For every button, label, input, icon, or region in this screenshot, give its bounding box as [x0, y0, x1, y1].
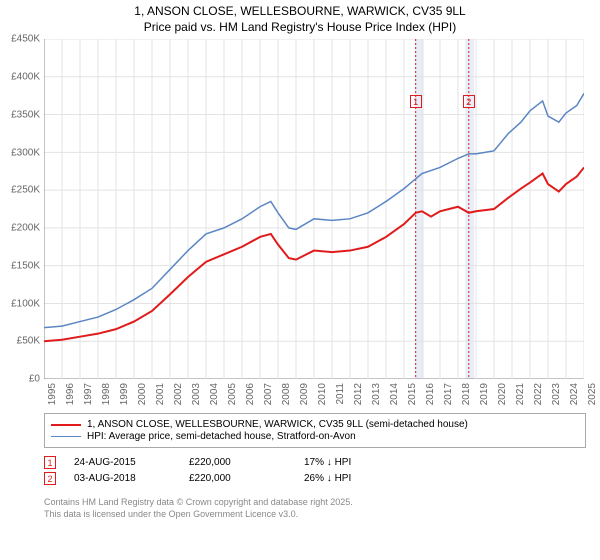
title-line-2: Price paid vs. HM Land Registry's House … [0, 20, 600, 36]
legend-item-price-paid: 1, ANSON CLOSE, WELLESBOURNE, WARWICK, C… [51, 419, 579, 430]
legend-swatch [51, 436, 81, 437]
sales-table: 1 24-AUG-2015 £220,000 17% ↓ HPI 2 03-AU… [44, 456, 586, 485]
sale-row: 2 03-AUG-2018 £220,000 26% ↓ HPI [44, 472, 586, 485]
sale-row: 1 24-AUG-2015 £220,000 17% ↓ HPI [44, 456, 586, 469]
sale-marker: 2 [44, 472, 56, 485]
sale-marker: 1 [44, 456, 56, 469]
sale-date: 24-AUG-2015 [74, 457, 189, 468]
sale-delta: 26% ↓ HPI [304, 473, 419, 484]
legend-item-hpi: HPI: Average price, semi-detached house,… [51, 431, 579, 442]
footer-attribution: Contains HM Land Registry data © Crown c… [44, 497, 586, 520]
sale-price: £220,000 [189, 473, 304, 484]
sale-delta: 17% ↓ HPI [304, 457, 419, 468]
legend-label: HPI: Average price, semi-detached house,… [87, 431, 356, 442]
price-chart: £0£50K£100K£150K£200K£250K£300K£350K£400… [44, 39, 584, 379]
sale-date: 03-AUG-2018 [74, 473, 189, 484]
footer-line: Contains HM Land Registry data © Crown c… [44, 497, 586, 509]
legend-label: 1, ANSON CLOSE, WELLESBOURNE, WARWICK, C… [87, 419, 468, 430]
title-line-1: 1, ANSON CLOSE, WELLESBOURNE, WARWICK, C… [0, 4, 600, 20]
chart-title: 1, ANSON CLOSE, WELLESBOURNE, WARWICK, C… [0, 0, 600, 35]
footer-line: This data is licensed under the Open Gov… [44, 509, 586, 521]
sale-price: £220,000 [189, 457, 304, 468]
legend-swatch [51, 424, 81, 426]
legend: 1, ANSON CLOSE, WELLESBOURNE, WARWICK, C… [44, 413, 586, 448]
